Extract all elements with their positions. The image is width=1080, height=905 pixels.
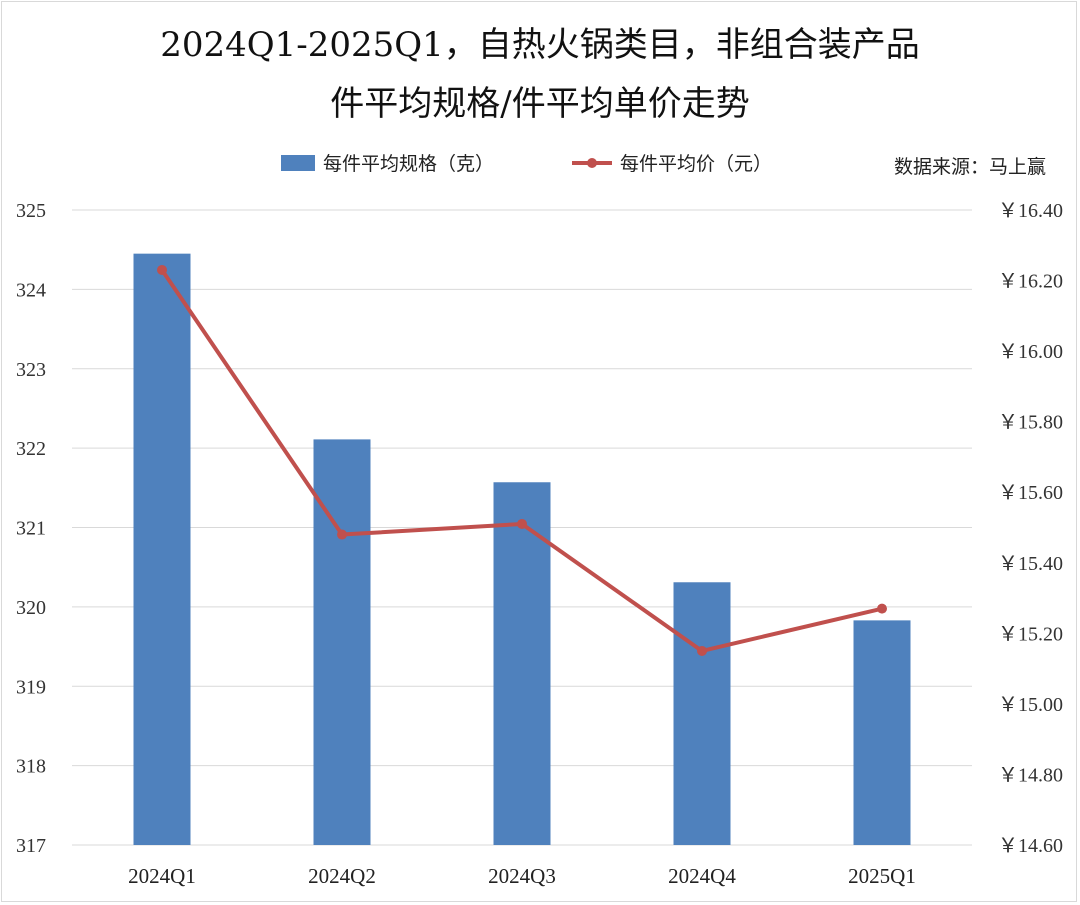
y-right-tick-label: ￥15.40 bbox=[998, 553, 1063, 575]
y-right-tick-label: ￥15.20 bbox=[998, 623, 1063, 645]
bar-series bbox=[133, 253, 911, 845]
y-axis-right: ￥14.60 ￥14.80 ￥15.00 ￥15.20 ￥15.40 ￥15.60 ￥15.… bbox=[998, 200, 1063, 857]
y-left-tick-label: 325 bbox=[16, 200, 46, 222]
x-tick-label: 2024Q3 bbox=[488, 864, 556, 888]
y-right-tick-label: ￥15.00 bbox=[998, 694, 1063, 716]
legend: 每件平均规格（克） 每件平均价（元） bbox=[281, 153, 772, 175]
y-right-tick-label: ￥14.60 bbox=[998, 835, 1063, 857]
legend-swatch-marker bbox=[587, 158, 597, 168]
x-tick-label: 2024Q4 bbox=[668, 864, 736, 888]
bar bbox=[673, 582, 731, 845]
x-axis: 2024Q1 2024Q2 2024Q3 2024Q4 2025Q1 bbox=[128, 864, 916, 888]
line-point bbox=[517, 518, 527, 529]
legend-label-bars: 每件平均规格（克） bbox=[323, 153, 494, 175]
line-point bbox=[337, 529, 347, 540]
y-right-tick-label: ￥15.80 bbox=[998, 412, 1063, 434]
x-tick-label: 2024Q1 bbox=[128, 864, 196, 888]
y-right-tick-label: ￥16.40 bbox=[998, 200, 1063, 222]
bar bbox=[493, 482, 551, 845]
bar bbox=[853, 620, 911, 845]
y-axis-left: 317 318 319 320 321 322 323 324 325 bbox=[16, 200, 46, 857]
x-tick-label: 2024Q2 bbox=[308, 864, 376, 888]
y-right-tick-label: ￥16.20 bbox=[998, 271, 1063, 293]
line-series bbox=[157, 264, 887, 656]
bar bbox=[313, 439, 371, 845]
bar bbox=[133, 253, 191, 845]
x-tick-label: 2025Q1 bbox=[848, 864, 916, 888]
y-left-tick-label: 319 bbox=[16, 676, 46, 698]
y-right-tick-label: ￥16.00 bbox=[998, 341, 1063, 363]
y-left-tick-label: 317 bbox=[16, 835, 46, 857]
line-point bbox=[877, 603, 887, 614]
legend-label-line: 每件平均价（元） bbox=[620, 153, 772, 175]
chart-title-line1: 2024Q1-2025Q1，自热火锅类目，非组合装产品 bbox=[160, 25, 920, 65]
legend-swatch-bars bbox=[281, 155, 315, 171]
chart-title-line2: 件平均规格/件平均单价走势 bbox=[330, 84, 749, 124]
y-left-tick-label: 318 bbox=[16, 756, 46, 778]
line-point bbox=[157, 264, 167, 275]
y-left-tick-label: 320 bbox=[16, 597, 46, 619]
line-point bbox=[697, 645, 707, 656]
y-left-tick-label: 321 bbox=[16, 518, 46, 540]
y-left-tick-label: 324 bbox=[16, 279, 46, 301]
data-source-note: 数据来源：马上赢 bbox=[894, 156, 1046, 178]
y-left-tick-label: 322 bbox=[16, 438, 46, 460]
y-right-tick-label: ￥14.80 bbox=[998, 764, 1063, 786]
y-left-tick-label: 323 bbox=[16, 359, 46, 381]
y-right-tick-label: ￥15.60 bbox=[998, 482, 1063, 504]
